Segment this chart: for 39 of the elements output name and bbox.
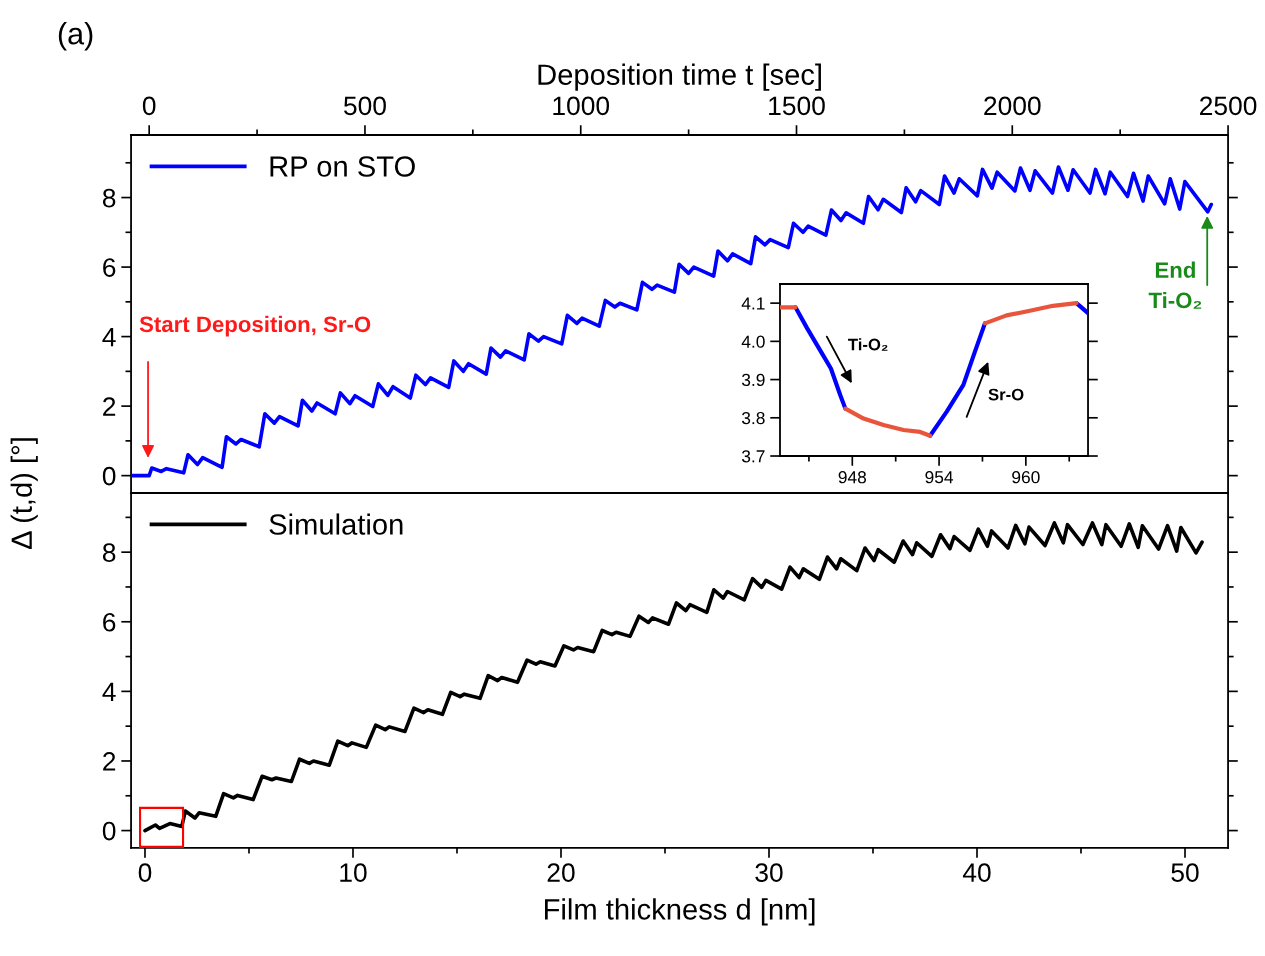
x-tick-label: 1500 <box>769 96 825 116</box>
y-tick-label: 3.8 <box>741 411 765 425</box>
x-axis-title: Deposition time t [sec] <box>538 63 821 91</box>
x-tick-label: 40 <box>962 863 991 882</box>
y-tick-label: 2 <box>103 397 116 416</box>
x-tick-label: 2000 <box>984 96 1041 116</box>
annotation: Ti-O₂ <box>848 338 888 351</box>
y-tick-label: 4 <box>102 682 116 701</box>
y-tick-label: 8 <box>102 188 116 208</box>
y-tick-label: 3.7 <box>741 450 765 463</box>
y-tick-label: 8 <box>102 543 116 562</box>
x-tick-label: 0 <box>142 96 156 116</box>
annotation: Start Deposition, Sr-O <box>139 315 371 337</box>
legend-label: RP on STO <box>270 156 415 177</box>
x-tick-label: 500 <box>344 96 386 116</box>
x-tick-label: 0 <box>138 863 152 882</box>
y-tick-label: 3.9 <box>741 373 765 387</box>
x-tick-label: 2500 <box>1200 96 1257 116</box>
legend-label: Simulation <box>269 513 403 535</box>
y-tick-label: 4 <box>102 328 116 347</box>
y-axis-title: Δ (t,d) [°] <box>10 438 38 550</box>
x-tick-label: 50 <box>1171 863 1199 882</box>
y-tick-label: 4.1 <box>741 297 765 310</box>
annotation: End Ti-O₂ <box>1148 261 1202 309</box>
y-tick-label: 6 <box>103 612 116 632</box>
x-tick-label: 954 <box>925 471 954 484</box>
x-tick-label: 1000 <box>553 96 610 116</box>
y-tick-label: 0 <box>102 821 116 841</box>
x-tick-label: 948 <box>838 471 867 484</box>
x-axis-title: Film thickness d [nm] <box>545 898 815 926</box>
x-tick-label: 960 <box>1012 471 1040 484</box>
x-tick-label: 20 <box>547 863 575 882</box>
annotation: Sr-O <box>988 388 1024 401</box>
y-tick-label: 4.0 <box>741 335 765 348</box>
y-tick-label: 6 <box>103 258 116 277</box>
y-tick-label: 2 <box>103 752 116 771</box>
x-tick-label: 30 <box>755 863 783 882</box>
text: (a) <box>58 22 93 51</box>
x-tick-label: 10 <box>340 863 367 882</box>
